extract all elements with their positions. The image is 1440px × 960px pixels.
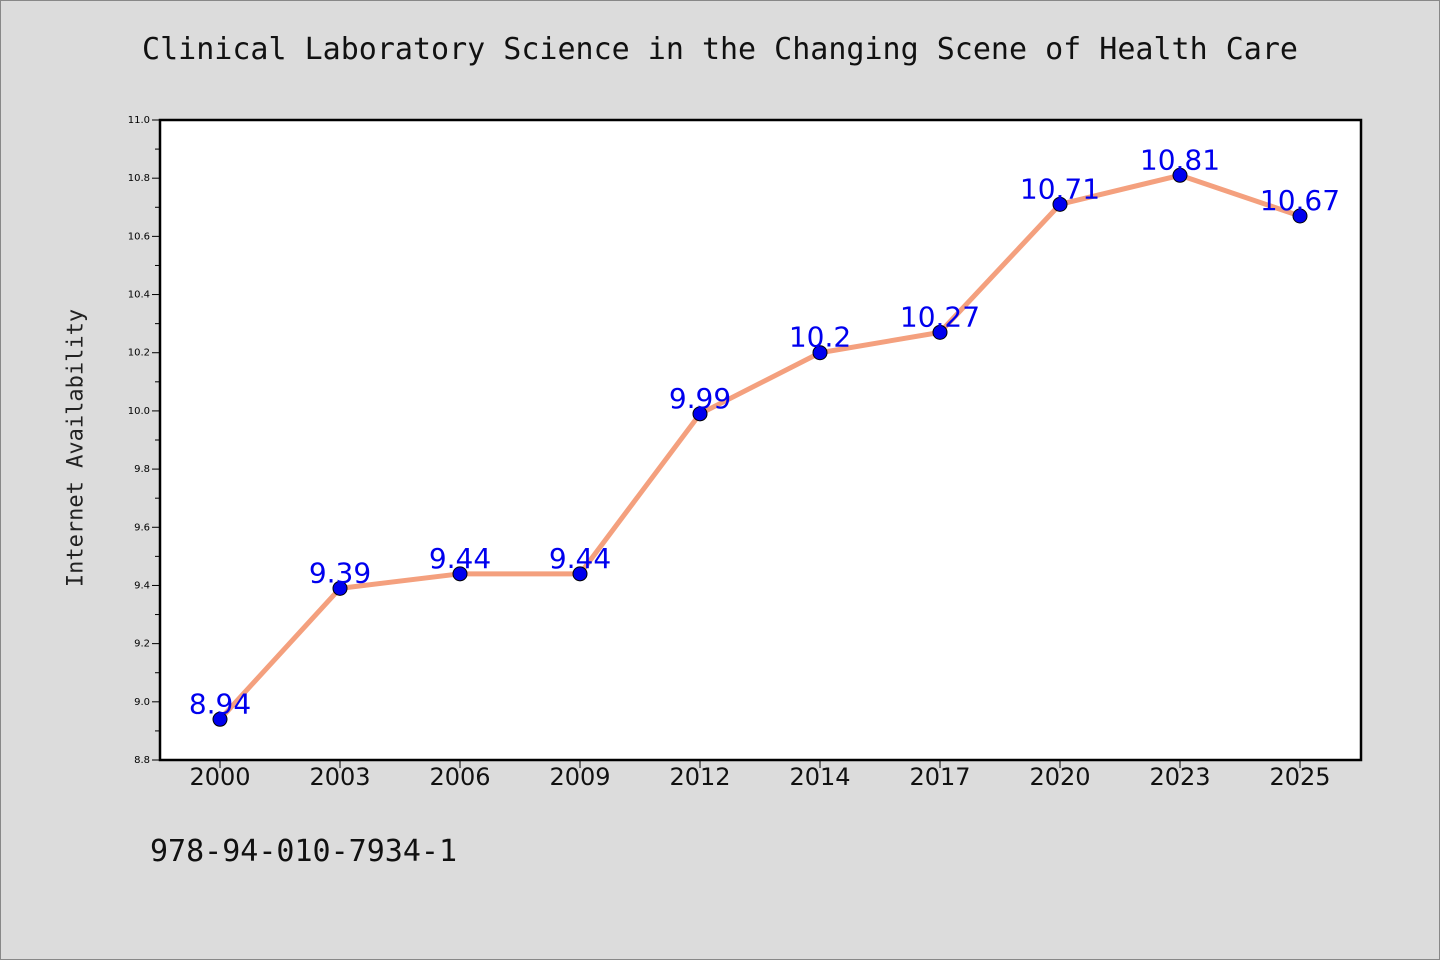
data-point xyxy=(212,711,228,727)
data-point xyxy=(1052,196,1068,212)
x-tick-label: 2014 xyxy=(789,763,850,791)
x-tick-label: 2012 xyxy=(669,763,730,791)
data-point xyxy=(1172,167,1188,183)
data-point xyxy=(452,566,468,582)
data-point xyxy=(932,324,948,340)
x-tick-label: 2000 xyxy=(189,763,250,791)
footer-code: 978-94-010-7934-1 xyxy=(150,834,458,869)
x-tick-label: 2006 xyxy=(429,763,490,791)
x-tick-label: 2023 xyxy=(1149,763,1210,791)
y-tick-label: 10.8 xyxy=(128,173,150,184)
x-tick-label: 2017 xyxy=(909,763,970,791)
x-tick-label: 2025 xyxy=(1269,763,1330,791)
plot-area xyxy=(160,120,1361,760)
data-label: 9.99 xyxy=(669,382,731,415)
data-label: 10.27 xyxy=(900,300,980,333)
x-tick-label: 2003 xyxy=(309,763,370,791)
data-point xyxy=(1292,208,1308,224)
series-line xyxy=(217,172,1303,722)
series-group: 8.94 9.39 9.44 9.44 9.99 10.2 10.27 10.71 10.81 1… xyxy=(189,143,1340,727)
data-point xyxy=(692,406,708,422)
data-label: 9.44 xyxy=(549,542,611,575)
data-label: 10.67 xyxy=(1260,184,1340,217)
y-tick-label: 10.2 xyxy=(128,348,150,359)
y-tick-label: 8.8 xyxy=(134,755,150,766)
y-tick-label: 10.6 xyxy=(128,231,150,242)
data-label: 9.39 xyxy=(309,556,371,589)
x-tick-label: 2009 xyxy=(549,763,610,791)
data-label: 9.44 xyxy=(429,542,491,575)
plot-border xyxy=(158,118,1363,762)
chart-title: Clinical Laboratory Science in the Chang… xyxy=(142,32,1298,67)
y-tick-label: 9.6 xyxy=(134,522,150,533)
data-label: 10.71 xyxy=(1020,172,1100,205)
data-label: 10.81 xyxy=(1140,143,1220,176)
y-tick-label: 11.0 xyxy=(128,115,150,126)
data-point xyxy=(812,345,828,361)
data-point xyxy=(332,580,348,596)
data-label: 8.94 xyxy=(189,687,251,720)
y-axis: 8.8 9.0 9.2 9.4 9.6 9.8 10.0 10.2 10.4 10.6 10.8 11… xyxy=(128,115,160,766)
data-label: 10.2 xyxy=(789,321,851,354)
y-tick-label: 9.0 xyxy=(134,697,150,708)
y-tick-label: 9.4 xyxy=(134,580,150,591)
x-axis: 2000 2003 2006 2009 2012 2014 2017 2020 2023 2025 xyxy=(189,760,1331,791)
data-point xyxy=(572,566,588,582)
y-tick-label: 10.0 xyxy=(128,406,150,417)
x-tick-label: 2020 xyxy=(1029,763,1090,791)
y-tick-label: 10.4 xyxy=(128,290,150,301)
y-tick-label: 9.8 xyxy=(134,464,150,475)
y-tick-label: 9.2 xyxy=(134,639,150,650)
